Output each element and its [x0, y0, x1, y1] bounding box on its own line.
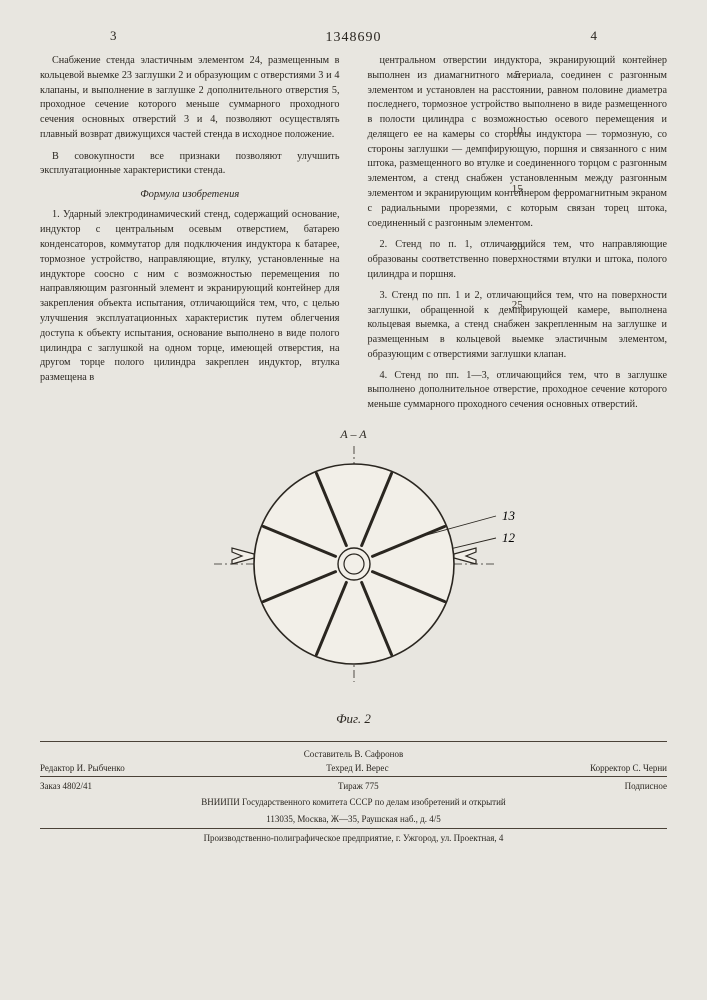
figure-2: A – A 1312 Фиг. 2: [40, 427, 667, 727]
left-column: Снабжение стенда эластичным элементом 24…: [40, 54, 340, 419]
sub: Подписное: [625, 780, 667, 792]
footer: Составитель В. Сафронов Редактор И. Рыбч…: [40, 741, 667, 844]
text-columns: Снабжение стенда эластичным элементом 24…: [40, 54, 667, 419]
line-mark: 10: [512, 124, 523, 140]
figure-caption: Фиг. 2: [40, 711, 667, 727]
corrector: Корректор С. Черни: [590, 762, 667, 774]
patent-number: 1348690: [40, 30, 667, 46]
page-num-left: 3: [110, 28, 117, 44]
svg-text:13: 13: [502, 508, 516, 523]
left-para-2: В совокупности все признаки позволяют ул…: [40, 150, 340, 180]
line-mark: 25: [512, 298, 523, 314]
line-mark: 5: [515, 68, 521, 84]
tiraj: Тираж 775: [338, 780, 379, 792]
compiler: Составитель В. Сафронов: [304, 748, 404, 760]
claim-4: 4. Стенд по пп. 1—3, отличающийся тем, ч…: [368, 369, 668, 413]
formula-heading: Формула изобретения: [40, 187, 340, 202]
page-num-right: 4: [591, 28, 598, 44]
org: ВНИИПИ Государственного комитета СССР по…: [40, 796, 667, 808]
patent-page: 3 1348690 4 Снабжение стенда эластичным …: [0, 0, 707, 1000]
editor: Редактор И. Рыбченко: [40, 762, 125, 774]
addr: 113035, Москва, Ж—35, Раушская наб., д. …: [40, 813, 667, 825]
print: Производственно-полиграфическое предприя…: [40, 828, 667, 844]
line-mark: 20: [512, 240, 523, 256]
right-column: 5 10 15 20 25 центральном отверстии инду…: [368, 54, 668, 419]
svg-text:12: 12: [502, 530, 516, 545]
order: Заказ 4802/41: [40, 780, 92, 792]
section-label: A – A: [40, 427, 667, 442]
left-para-1: Снабжение стенда эластичным элементом 24…: [40, 54, 340, 143]
tech: Техред И. Верес: [326, 762, 388, 774]
figure-2-svg: 1312: [164, 444, 544, 704]
line-mark: 15: [512, 182, 523, 198]
claim-1: 1. Ударный электродинамический стенд, со…: [40, 208, 340, 385]
